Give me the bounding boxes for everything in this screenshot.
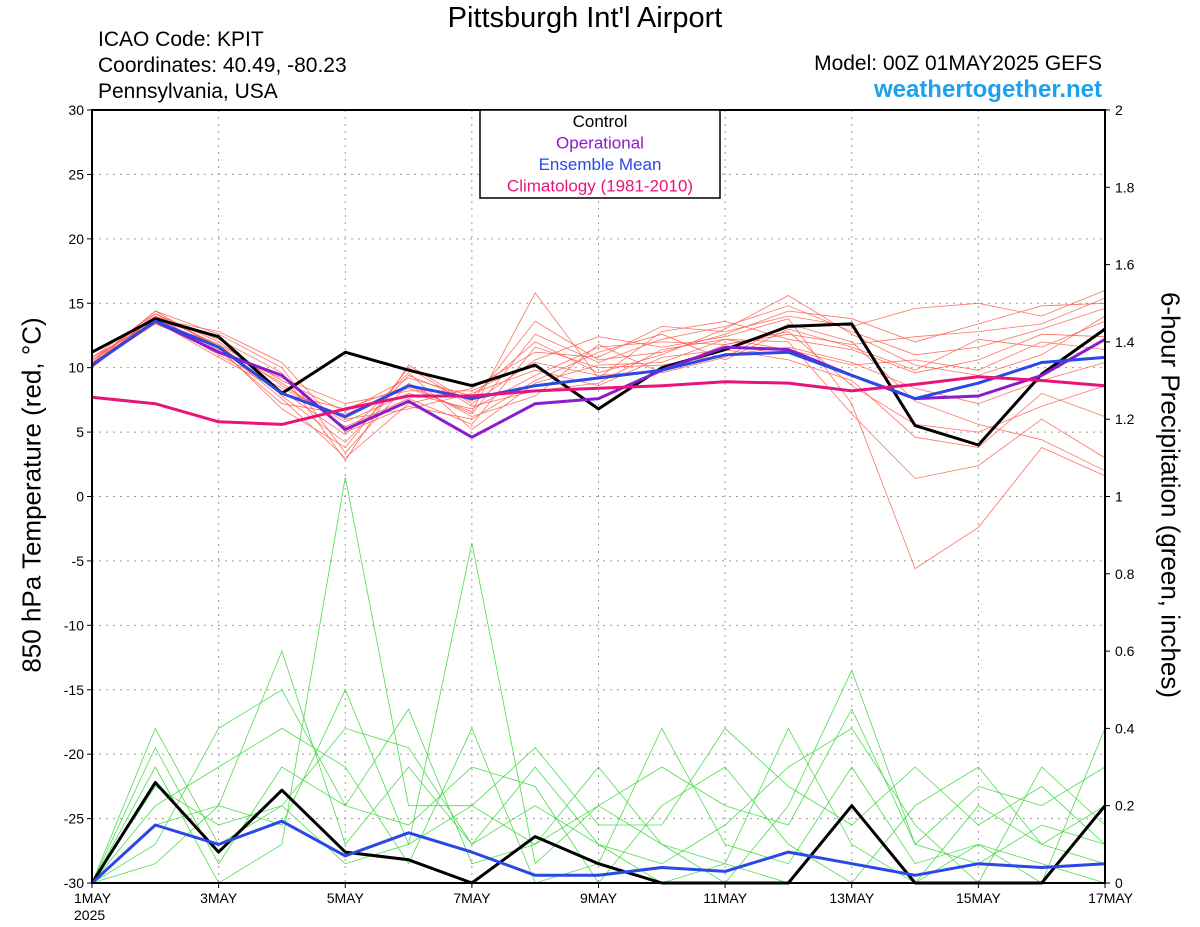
y-tick-label: -5 [72, 553, 85, 569]
y2-tick-label: 1.2 [1115, 411, 1135, 427]
precipitation-member-line [91, 688, 1106, 884]
temperature-member-line [91, 318, 1106, 433]
legend-box [479, 109, 721, 199]
climatology-1981-2010-temp-line [91, 375, 1106, 426]
y-axis-label-right: 6-hour Precipitation (green, inches) [1155, 291, 1186, 699]
y-tick-label: 5 [76, 424, 84, 440]
temperature-member-line [91, 310, 1106, 472]
model-run: Model: 00Z 01MAY2025 GEFS [814, 52, 1102, 75]
control-temp-line [91, 317, 1106, 447]
legend: Control Operational Ensemble Mean Climatolo… [479, 109, 721, 199]
x-tick-label: 5MAY [327, 890, 365, 906]
y-tick-label: -20 [64, 746, 84, 762]
y-tick-label: -15 [64, 682, 84, 698]
y-tick-label: -10 [64, 617, 84, 633]
temperature-member-line [91, 310, 1106, 449]
x-tick-label: 9MAY [580, 890, 618, 906]
y2-tick-label: 0.8 [1115, 566, 1135, 582]
x-tick-year-label: 2025 [74, 907, 105, 923]
x-tick-label: 7MAY [453, 890, 491, 906]
ensemble-mean-temp-line [91, 319, 1106, 419]
temperature-member-line [91, 290, 1106, 459]
y-tick-label: 30 [68, 102, 84, 118]
temperature-member-line [91, 295, 1106, 412]
coordinates: Coordinates: 40.49, -80.23 [98, 54, 347, 77]
y2-tick-label: 0.4 [1115, 720, 1135, 736]
precipitation-member-line [91, 477, 1106, 884]
y-tick-label: 0 [76, 489, 84, 505]
y2-tick-label: 1.4 [1115, 334, 1135, 350]
region: Pennsylvania, USA [98, 80, 278, 103]
x-tick-label: 1MAY [74, 890, 112, 906]
y2-tick-label: 2 [1115, 102, 1123, 118]
icao-code: ICAO Code: KPIT [98, 28, 264, 51]
y-tick-label: 20 [68, 231, 84, 247]
y2-tick-label: 0 [1115, 875, 1123, 891]
x-tick-label: 13MAY [829, 890, 875, 906]
temperature-member-line [91, 315, 1106, 570]
x-tick-label: 15MAY [956, 890, 1002, 906]
y2-tick-label: 1.6 [1115, 257, 1135, 273]
legend-entry: Ensemble Mean [539, 155, 662, 174]
legend-entry: Control [573, 112, 628, 131]
y2-tick-label: 0.6 [1115, 643, 1135, 659]
temperature-member-line [91, 315, 1106, 433]
y-tick-label: -30 [64, 875, 84, 891]
legend-entry: Climatology (1981-2010) [507, 177, 693, 196]
chart-title: Pittsburgh Int'l Airport [447, 2, 723, 34]
operational-temp-line [91, 319, 1106, 439]
precipitation-member-line [91, 708, 1106, 884]
legend-entry: Operational [556, 134, 644, 153]
x-tick-label: 3MAY [200, 890, 238, 906]
axis-ticks: 302520151050-5-10-15-20-25-3021.81.61.41… [64, 102, 1135, 923]
y-tick-label: 25 [68, 166, 84, 182]
x-tick-label: 11MAY [703, 890, 747, 906]
precipitation-member-line [91, 689, 1106, 884]
y-tick-label: 15 [68, 295, 84, 311]
y2-tick-label: 0.2 [1115, 798, 1135, 814]
y2-tick-label: 1.8 [1115, 179, 1135, 195]
ensemble-mean-precip-line [90, 819, 1106, 885]
site-link[interactable]: weathertogether.net [873, 76, 1102, 103]
y-tick-label: -25 [64, 811, 84, 827]
y-axis-label-left: 850 hPa Temperature (red, °C) [16, 317, 47, 673]
y2-tick-label: 1 [1115, 489, 1123, 505]
y-tick-label: 10 [68, 360, 84, 376]
x-tick-label: 17MAY [1088, 890, 1134, 906]
